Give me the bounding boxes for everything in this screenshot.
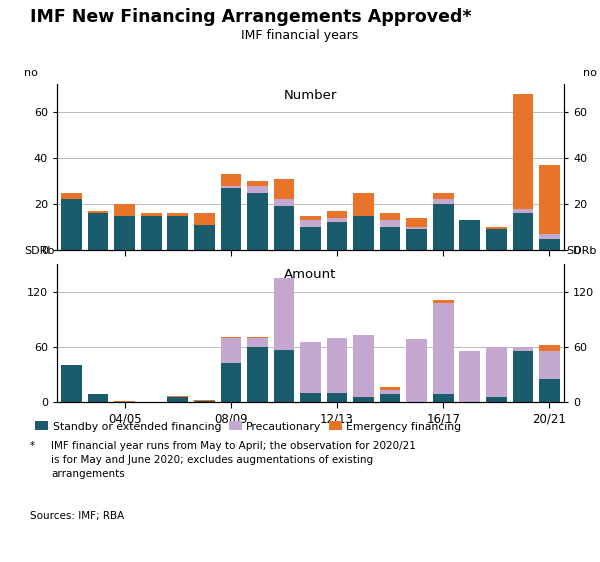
Bar (300, 227, 321, 250)
Bar (539, 379, 560, 402)
Bar (406, 339, 427, 402)
Bar (247, 181, 268, 185)
Bar (326, 393, 347, 402)
Bar (141, 216, 161, 250)
Bar (539, 351, 560, 379)
Bar (433, 303, 454, 395)
Bar (274, 179, 295, 200)
Bar (539, 234, 560, 239)
Bar (221, 337, 241, 338)
Bar (61, 193, 82, 200)
Bar (221, 338, 241, 363)
Bar (486, 229, 506, 250)
Text: IMF financial year runs from May to April; the observation for 2020/21
is for Ma: IMF financial year runs from May to Apri… (51, 441, 416, 479)
Bar (300, 342, 321, 393)
Bar (88, 213, 109, 250)
Bar (274, 206, 295, 250)
Bar (353, 397, 374, 402)
Bar (194, 401, 215, 402)
Bar (460, 220, 480, 250)
Bar (274, 278, 295, 350)
Bar (247, 337, 268, 338)
Bar (433, 193, 454, 200)
Bar (300, 393, 321, 402)
Bar (512, 351, 533, 402)
Bar (247, 185, 268, 193)
Bar (486, 347, 506, 397)
Bar (406, 227, 427, 229)
Text: Amount: Amount (284, 268, 337, 281)
Bar (433, 300, 454, 303)
Bar (353, 335, 374, 397)
Text: SDRb: SDRb (566, 246, 597, 256)
Bar (380, 213, 400, 220)
Text: IMF New Financing Arrangements Approved*: IMF New Financing Arrangements Approved* (30, 8, 472, 26)
Bar (88, 211, 109, 213)
Bar (512, 209, 533, 213)
Bar (433, 395, 454, 402)
Bar (247, 193, 268, 250)
Bar (353, 216, 374, 250)
Text: Number: Number (284, 89, 337, 102)
Bar (61, 200, 82, 250)
Bar (406, 218, 427, 227)
Bar (194, 213, 215, 225)
Text: *: * (30, 441, 35, 451)
Bar (433, 204, 454, 250)
Bar (539, 239, 560, 250)
Bar (326, 338, 347, 393)
Bar (512, 93, 533, 209)
Bar (486, 397, 506, 402)
Bar (326, 223, 347, 250)
Bar (300, 216, 321, 220)
Bar (221, 185, 241, 188)
Bar (274, 350, 295, 402)
Bar (115, 204, 135, 216)
Bar (512, 213, 533, 250)
Bar (326, 211, 347, 218)
Bar (539, 165, 560, 234)
Bar (221, 174, 241, 185)
Bar (300, 220, 321, 227)
Bar (406, 229, 427, 250)
Bar (486, 227, 506, 229)
Text: IMF financial years: IMF financial years (241, 29, 359, 42)
Text: no: no (583, 67, 597, 78)
Legend: Standby or extended financing, Precautionary, Emergency financing: Standby or extended financing, Precautio… (35, 422, 461, 432)
Bar (247, 338, 268, 347)
Bar (380, 220, 400, 227)
Bar (61, 365, 82, 402)
Bar (380, 387, 400, 390)
Bar (353, 193, 374, 216)
Bar (221, 363, 241, 402)
Bar (433, 200, 454, 204)
Bar (167, 396, 188, 397)
Bar (167, 213, 188, 216)
Bar (460, 351, 480, 402)
Bar (380, 395, 400, 402)
Bar (247, 347, 268, 402)
Bar (194, 400, 215, 401)
Bar (88, 395, 109, 402)
Bar (167, 397, 188, 402)
Bar (141, 213, 161, 216)
Bar (380, 227, 400, 250)
Text: SDRb: SDRb (24, 246, 55, 256)
Bar (115, 401, 135, 402)
Text: no: no (24, 67, 38, 78)
Bar (115, 216, 135, 250)
Text: Sources: IMF; RBA: Sources: IMF; RBA (30, 511, 124, 522)
Bar (512, 347, 533, 351)
Bar (221, 188, 241, 250)
Bar (274, 200, 295, 206)
Bar (167, 216, 188, 250)
Bar (194, 225, 215, 250)
Bar (380, 390, 400, 395)
Bar (539, 345, 560, 351)
Bar (326, 218, 347, 223)
